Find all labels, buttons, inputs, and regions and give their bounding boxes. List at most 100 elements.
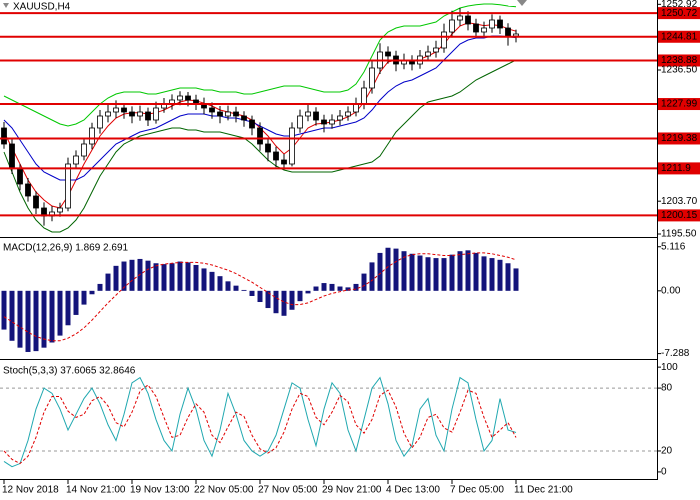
indicator-line [3, 376, 517, 468]
y-tick-label: 1195.50 [661, 229, 697, 240]
candle-body [185, 95, 191, 101]
histogram-bar [433, 258, 439, 291]
stoch-title: Stoch(5,3,3) 37.6065 32.8646 [3, 366, 136, 377]
histogram-bar [81, 290, 87, 305]
histogram-bar [185, 262, 191, 291]
x-tick-label: 7 Dec 05:00 [450, 485, 504, 496]
candle-body [441, 31, 447, 49]
y-tick-label: 1252.92 [661, 0, 698, 10]
histogram-bar [417, 255, 423, 291]
histogram-bar [489, 258, 495, 291]
histogram-bar [153, 263, 159, 291]
histogram-bar [25, 290, 31, 352]
candle-body [249, 119, 255, 129]
candle-body [9, 143, 15, 169]
y-tick-label: 100 [661, 362, 678, 373]
candle-body [305, 111, 311, 117]
candle-body [353, 103, 359, 113]
histogram-bar [345, 287, 351, 291]
histogram-bar [465, 250, 471, 291]
histogram-bar [441, 258, 447, 291]
candle-body [17, 167, 23, 185]
candle-body [241, 115, 247, 121]
histogram-bar [73, 290, 79, 315]
histogram-bar [281, 290, 287, 316]
histogram-bar [297, 290, 303, 302]
level-label: 1211.9 [661, 163, 691, 174]
histogram-bar [273, 290, 279, 314]
candle-body [177, 95, 183, 101]
candle-body [297, 115, 303, 129]
candle-body [145, 111, 151, 121]
candle-body [25, 183, 31, 197]
histogram-bar [49, 290, 55, 343]
candle-body [233, 111, 239, 117]
histogram-bar [201, 268, 207, 291]
x-tick-label: 19 Nov 13:00 [130, 485, 190, 496]
macd-title: MACD(12,26,9) 1.869 2.691 [3, 243, 129, 254]
y-tick-label: 0 [661, 467, 667, 478]
candle-body [457, 15, 463, 21]
histogram-bar [121, 261, 127, 291]
histogram-bar [305, 290, 311, 294]
histogram-bar [233, 285, 239, 291]
chart-title: XAUUSD,H4 [13, 2, 71, 13]
candle-body [153, 107, 159, 121]
histogram-bar [385, 247, 391, 291]
level-label-box [658, 7, 700, 20]
histogram-bar [353, 283, 359, 291]
level-label: 1250.72 [661, 8, 698, 19]
x-tick-label: 22 Nov 05:00 [194, 485, 254, 496]
candle-body [89, 127, 95, 145]
histogram-bar [17, 290, 23, 348]
histogram-bar [425, 257, 431, 291]
candle-body [209, 107, 215, 113]
candle-body [489, 19, 495, 29]
shift-marker [517, 0, 527, 6]
x-tick-label: 4 Dec 13:00 [386, 485, 440, 496]
candle-body [425, 51, 431, 57]
candle-body [273, 151, 279, 161]
histogram-bar [9, 290, 15, 341]
histogram-bar [377, 252, 383, 291]
histogram-bar [265, 290, 271, 309]
candle-body [473, 23, 479, 33]
candle-body [481, 27, 487, 33]
histogram-bar [65, 290, 71, 326]
candle-body [113, 107, 119, 113]
histogram-bar [193, 264, 199, 291]
candle-body [497, 19, 503, 29]
histogram-bar [113, 265, 119, 291]
histogram-bar [289, 290, 295, 310]
histogram-bar [369, 262, 375, 291]
histogram-bar [449, 254, 455, 291]
candle-body [361, 87, 367, 105]
histogram-bar [457, 251, 463, 291]
level-label-box [658, 209, 700, 222]
histogram-bar [497, 259, 503, 291]
indicator-line [3, 59, 517, 233]
histogram-bar [241, 289, 247, 291]
x-tick-label: 11 Dec 21:00 [514, 485, 573, 496]
histogram-bar [337, 286, 343, 291]
y-tick-label: 20 [661, 446, 673, 457]
candle-body [217, 111, 223, 117]
x-tick-label: 14 Nov 21:00 [66, 485, 126, 496]
level-label: 1238.88 [661, 55, 698, 66]
histogram-bar [1, 290, 7, 330]
candle-body [225, 111, 231, 117]
candle-body [265, 143, 271, 153]
candle-body [105, 111, 111, 117]
candle-body [345, 111, 351, 117]
indicator-line [3, 3, 517, 127]
histogram-bar [401, 251, 407, 291]
histogram-bar [321, 283, 327, 291]
candle-body [289, 127, 295, 165]
histogram-bar [57, 290, 63, 336]
candle-body [65, 163, 71, 209]
level-label: 1219.38 [661, 133, 698, 144]
histogram-bar [513, 268, 519, 291]
